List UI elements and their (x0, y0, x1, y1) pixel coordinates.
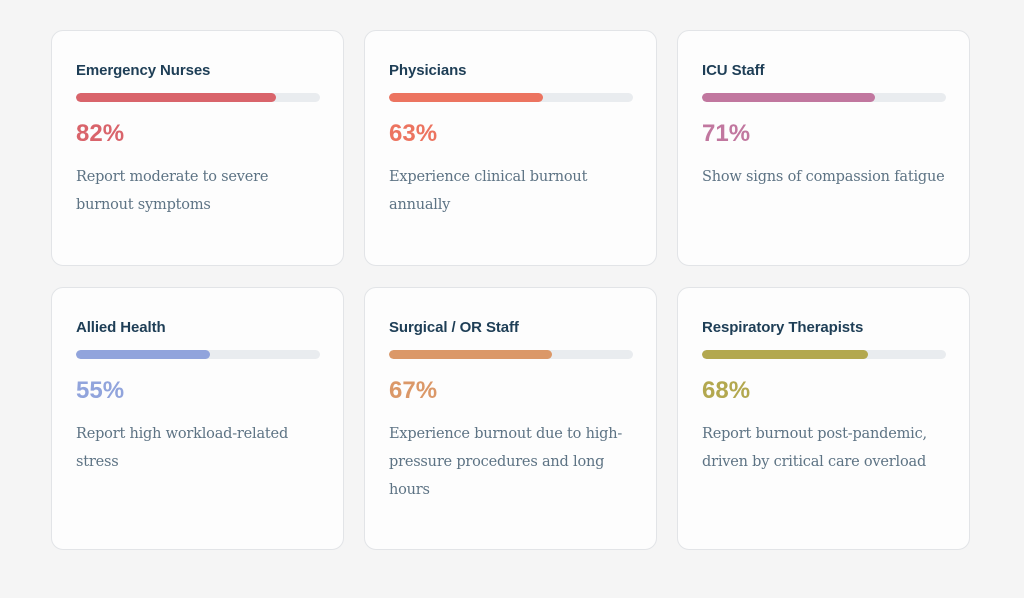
card-description: Report burnout post-pandemic, driven by … (702, 426, 927, 470)
card-title: Surgical / OR Staff (389, 319, 519, 336)
stat-card-respiratory-therapists: Respiratory Therapists 68% Report burnou… (677, 287, 970, 550)
card-title: Physicians (389, 62, 467, 79)
progress-track (389, 93, 633, 102)
percent-value: 71% (702, 120, 751, 147)
percent-value: 82% (76, 120, 125, 147)
stats-grid: Emergency Nurses 82% Report moderate to … (51, 30, 971, 550)
percent-value: 55% (76, 377, 125, 404)
stat-card-icu-staff: ICU Staff 71% Show signs of compassion f… (677, 30, 970, 266)
progress-fill (76, 93, 277, 102)
progress-track (702, 350, 946, 359)
card-description: Experience burnout due to high-pressure … (389, 426, 623, 498)
card-description: Experience clinical burnout annually (389, 169, 588, 213)
stat-card-emergency-nurses: Emergency Nurses 82% Report moderate to … (51, 30, 344, 266)
progress-fill (702, 350, 868, 359)
percent-value: 68% (702, 377, 751, 404)
progress-track (389, 350, 633, 359)
stat-card-allied-health: Allied Health 55% Report high workload-r… (51, 287, 344, 550)
progress-track (76, 350, 320, 359)
progress-fill (389, 350, 553, 359)
progress-track (702, 93, 946, 102)
card-title: Emergency Nurses (76, 62, 211, 79)
progress-fill (389, 93, 543, 102)
progress-fill (702, 93, 876, 102)
card-description: Show signs of compassion fatigue (702, 169, 945, 185)
progress-track (76, 93, 320, 102)
stat-card-surgical-or-staff: Surgical / OR Staff 67% Experience burno… (364, 287, 657, 550)
card-description: Report high workload-related stress (76, 426, 289, 470)
card-description: Report moderate to severe burnout sympto… (76, 169, 269, 213)
card-title: Allied Health (76, 319, 166, 336)
card-title: ICU Staff (702, 62, 765, 79)
progress-fill (76, 350, 211, 359)
percent-value: 67% (389, 377, 438, 404)
card-title: Respiratory Therapists (702, 319, 864, 336)
percent-value: 63% (389, 120, 438, 147)
stat-card-physicians: Physicians 63% Experience clinical burno… (364, 30, 657, 266)
